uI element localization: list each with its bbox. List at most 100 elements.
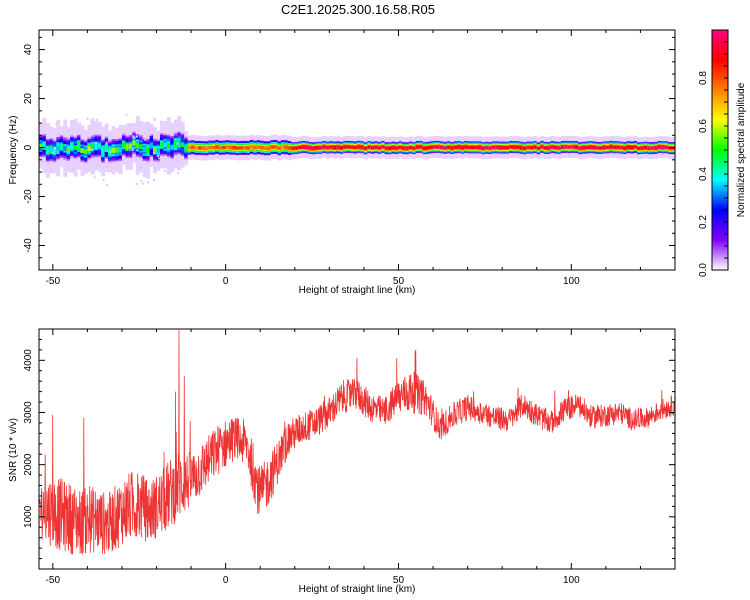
heatmap-speck bbox=[96, 163, 99, 166]
heatmap-speck bbox=[153, 119, 156, 122]
heatmap-cell bbox=[115, 147, 119, 153]
heatmap-cell bbox=[391, 145, 396, 150]
heatmap-cell bbox=[294, 146, 299, 150]
heatmap-cell bbox=[45, 147, 50, 153]
heatmap-cell bbox=[291, 146, 296, 150]
heatmap-cell bbox=[636, 146, 641, 150]
heatmap-cell bbox=[125, 144, 130, 150]
heatmap-speck bbox=[54, 146, 57, 149]
heatmap-cell bbox=[519, 146, 524, 150]
heatmap-cell bbox=[395, 146, 399, 150]
heatmap-speck bbox=[54, 139, 57, 142]
heatmap-speck bbox=[169, 171, 172, 174]
heatmap-cell bbox=[222, 145, 227, 150]
heatmap-cell bbox=[232, 145, 237, 150]
heatmap-cell bbox=[322, 145, 327, 149]
heatmap-speck bbox=[153, 152, 156, 155]
y-tick-label: -20 bbox=[23, 189, 34, 204]
heatmap-speck bbox=[106, 184, 109, 187]
heatmap-cell bbox=[557, 146, 562, 150]
heatmap-speck bbox=[135, 135, 138, 138]
heatmap-speck bbox=[41, 161, 44, 164]
y-tick-label: 0 bbox=[23, 144, 34, 150]
heatmap-cell bbox=[457, 145, 462, 149]
spectrogram-ylabel: Frequency (Hz) bbox=[8, 116, 19, 185]
colorbar-tick-label: 0.4 bbox=[698, 167, 709, 181]
heatmap-cell bbox=[87, 145, 92, 151]
heatmap-cell bbox=[253, 145, 258, 150]
snr-frame bbox=[38, 328, 676, 570]
heatmap-cell bbox=[668, 146, 673, 150]
heatmap-cell bbox=[353, 145, 358, 150]
heatmap-cell bbox=[585, 145, 590, 150]
heatmap-cell bbox=[605, 145, 610, 149]
heatmap-cell bbox=[405, 146, 410, 150]
heatmap-speck bbox=[132, 148, 135, 151]
heatmap-cell bbox=[77, 143, 81, 149]
heatmap-cell bbox=[633, 145, 638, 149]
heatmap-cell bbox=[388, 146, 393, 150]
heatmap-cell bbox=[149, 143, 154, 149]
heatmap-cell bbox=[630, 145, 635, 150]
x-tick-label: -50 bbox=[46, 575, 61, 586]
snr-x-ticks: -50 0 50 100 bbox=[46, 329, 676, 586]
heatmap-cell bbox=[581, 146, 586, 150]
heatmap-cell bbox=[657, 145, 662, 149]
heatmap-cell bbox=[118, 147, 123, 153]
heatmap-cell bbox=[529, 146, 534, 150]
heatmap-cell bbox=[215, 145, 220, 149]
heatmap-cell bbox=[488, 146, 493, 150]
snr-ylabel: SNR (10 * v/v) bbox=[8, 418, 19, 482]
heatmap-cell bbox=[363, 146, 368, 150]
heatmap-cell bbox=[540, 145, 545, 149]
heatmap-cell bbox=[484, 146, 489, 150]
spectrogram-y-ticks: -40 -20 0 20 40 bbox=[23, 36, 675, 271]
y-tick-label: 1000 bbox=[23, 505, 34, 528]
heatmap-speck bbox=[146, 162, 149, 165]
heatmap-cell bbox=[332, 145, 337, 150]
heatmap-cell bbox=[543, 146, 548, 150]
heatmap-cell bbox=[191, 145, 196, 150]
colorbar-tick-label: 0.0 bbox=[698, 263, 709, 277]
heatmap-cell bbox=[325, 145, 330, 150]
heatmap-speck bbox=[151, 127, 154, 130]
colorbar-tick-label: 0.2 bbox=[698, 215, 709, 229]
heatmap-cell bbox=[384, 146, 389, 150]
heatmap-cell bbox=[239, 146, 244, 150]
heatmap-speck bbox=[147, 181, 150, 184]
heatmap-cell bbox=[166, 143, 171, 149]
heatmap-cell bbox=[139, 144, 144, 150]
heatmap-speck bbox=[138, 124, 141, 127]
heatmap-cell bbox=[460, 146, 465, 150]
heatmap-cell bbox=[97, 143, 102, 149]
heatmap-cell bbox=[536, 146, 541, 150]
heatmap-cell bbox=[671, 146, 675, 150]
heatmap-speck bbox=[153, 117, 156, 120]
heatmap-speck bbox=[105, 165, 108, 168]
heatmap-cell bbox=[194, 146, 199, 150]
heatmap-cell bbox=[301, 145, 306, 149]
heatmap-speck bbox=[75, 165, 78, 168]
heatmap-cell bbox=[647, 146, 652, 150]
heatmap-cell bbox=[505, 146, 510, 150]
heatmap-cell bbox=[661, 145, 666, 149]
heatmap-cell bbox=[274, 145, 278, 149]
x-tick-label: 50 bbox=[393, 276, 405, 287]
heatmap-cell bbox=[198, 146, 202, 150]
heatmap-cell bbox=[491, 145, 496, 149]
heatmap-cell bbox=[377, 146, 382, 150]
snr-panel: -50 0 50 100 1000 2000 3000 4000 Height of str… bbox=[8, 328, 676, 595]
heatmap-cell bbox=[94, 143, 99, 149]
heatmap-speck bbox=[176, 142, 179, 145]
heatmap-cell bbox=[350, 145, 355, 149]
heatmap-speck bbox=[57, 133, 60, 136]
heatmap-speck bbox=[177, 171, 180, 174]
heatmap-speck bbox=[125, 113, 128, 116]
heatmap-cell bbox=[612, 145, 617, 149]
heatmap-cell bbox=[616, 145, 621, 149]
heatmap-cell bbox=[654, 146, 659, 150]
heatmap-speck bbox=[176, 124, 179, 127]
heatmap-cell bbox=[287, 146, 292, 150]
spectrogram-frame bbox=[38, 29, 676, 271]
heatmap-cell bbox=[502, 145, 507, 150]
